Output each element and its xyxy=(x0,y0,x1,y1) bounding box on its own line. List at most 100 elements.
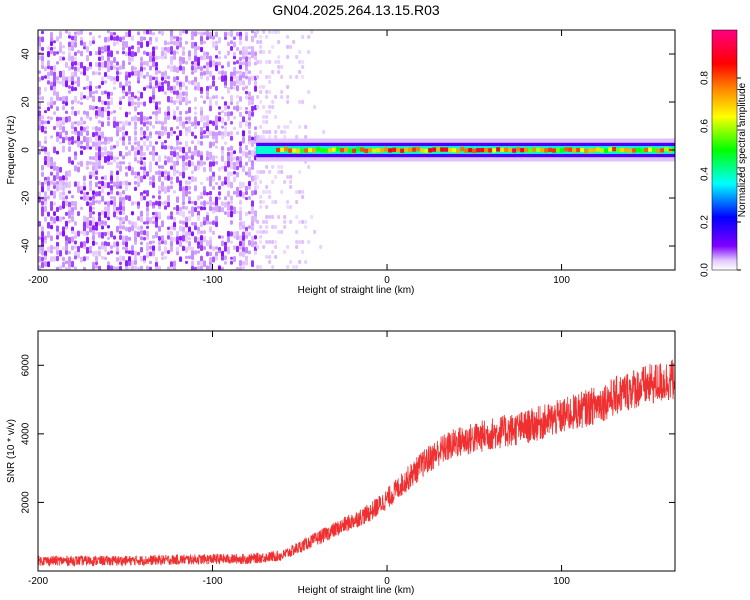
heatmap-cell xyxy=(128,80,131,85)
heatmap-cell xyxy=(101,195,104,202)
heatmap-cell xyxy=(176,146,179,150)
heatmap-cell xyxy=(203,65,206,69)
heatmap-cell xyxy=(128,220,131,225)
heatmap-cell xyxy=(179,121,182,126)
heatmap-cell xyxy=(41,115,44,120)
heatmap-cell xyxy=(197,250,200,254)
heatmap-cell xyxy=(119,261,122,266)
heatmap-cell xyxy=(191,140,194,145)
carrier-core xyxy=(360,147,365,152)
heatmap-cell xyxy=(227,31,230,36)
heatmap-cell xyxy=(176,196,179,203)
heatmap-cell xyxy=(95,181,98,188)
heatmap-cell xyxy=(77,186,80,194)
heatmap-cell xyxy=(128,71,131,78)
heatmap-cell xyxy=(191,61,194,65)
heatmap-cell xyxy=(206,70,209,75)
heatmap-cell xyxy=(212,201,215,206)
heatmap-cell xyxy=(143,156,146,161)
heatmap-cell xyxy=(80,145,83,149)
heatmap-cell xyxy=(80,150,83,156)
heatmap-cell xyxy=(262,115,266,119)
heatmap-cell xyxy=(245,31,248,37)
heatmap-cell xyxy=(194,81,197,87)
heatmap-cell xyxy=(149,30,152,35)
heatmap-cell xyxy=(92,95,95,103)
heatmap-cell xyxy=(140,111,143,118)
heatmap-cell xyxy=(227,131,230,137)
heatmap-cell xyxy=(158,185,161,190)
heatmap-cell xyxy=(71,66,74,70)
heatmap-cell xyxy=(152,205,155,209)
heatmap-cell xyxy=(71,110,74,116)
heatmap-cell xyxy=(137,205,140,210)
heatmap-cell xyxy=(256,265,260,269)
heatmap-cell xyxy=(134,156,137,162)
heatmap-cell xyxy=(113,145,116,149)
heatmap-cell xyxy=(274,60,278,64)
heatmap-cell xyxy=(47,156,50,163)
heatmap-cell xyxy=(227,116,230,122)
heatmap-cell xyxy=(77,30,80,36)
heatmap-cell xyxy=(65,245,68,252)
heatmap-cell xyxy=(131,96,134,101)
heatmap-cell xyxy=(173,266,176,270)
heatmap-cell xyxy=(59,46,62,54)
heatmap-cell xyxy=(271,225,275,229)
heatmap-cell xyxy=(86,201,89,207)
heatmap-cell xyxy=(155,161,158,166)
heatmap-cell xyxy=(56,235,59,240)
heatmap-cell xyxy=(59,196,62,200)
heatmap-cell xyxy=(298,190,302,194)
heatmap-cell xyxy=(176,116,179,123)
heatmap-cell xyxy=(140,136,143,141)
heatmap-cell xyxy=(206,176,209,181)
heatmap-cell xyxy=(125,91,128,97)
heatmap-cell xyxy=(233,61,236,65)
heatmap-cell xyxy=(128,256,131,263)
heatmap-cell xyxy=(68,250,71,255)
heatmap-cell xyxy=(77,66,80,73)
heatmap-cell xyxy=(259,40,263,44)
heatmap-cell xyxy=(140,150,143,157)
heatmap-cell xyxy=(110,60,113,66)
heatmap-cell xyxy=(206,135,209,139)
heatmap-cell xyxy=(74,35,77,42)
heatmap-cell xyxy=(71,80,74,86)
heatmap-cell xyxy=(62,246,65,251)
heatmap-cell xyxy=(116,266,119,270)
heatmap-cell xyxy=(38,191,41,197)
heatmap-cell xyxy=(245,161,248,166)
heatmap-cell xyxy=(254,190,257,196)
heatmap-cell xyxy=(239,251,242,257)
heatmap-cell xyxy=(262,245,266,249)
heatmap-cell xyxy=(98,126,101,132)
heatmap-cell xyxy=(265,35,269,39)
heatmap-cell xyxy=(47,185,50,192)
heatmap-cell xyxy=(215,251,218,257)
heatmap-cell xyxy=(134,121,137,127)
heatmap-cell xyxy=(89,246,92,251)
heatmap-cell xyxy=(259,230,263,234)
heatmap-cell xyxy=(134,175,137,179)
heatmap-cell xyxy=(80,160,83,167)
heatmap-cell xyxy=(167,231,170,235)
heatmap-cell xyxy=(128,111,131,115)
heatmap-cell xyxy=(245,185,248,192)
heatmap-cell xyxy=(95,106,98,110)
heatmap-cell xyxy=(128,30,131,38)
heatmap-cell xyxy=(134,221,137,226)
heatmap-cell xyxy=(185,216,188,224)
heatmap-cell xyxy=(242,116,245,123)
heatmap-cell xyxy=(239,111,242,118)
heatmap-cell xyxy=(143,255,146,262)
heatmap-cell xyxy=(149,96,152,104)
heatmap-cell xyxy=(209,265,212,270)
heatmap-cell xyxy=(107,251,110,256)
heatmap-cell xyxy=(212,35,215,40)
heatmap-cell xyxy=(254,210,257,218)
heatmap-cell xyxy=(218,76,221,81)
heatmap-cell xyxy=(125,146,128,151)
heatmap-cell xyxy=(158,190,161,195)
heatmap-cell xyxy=(80,116,83,122)
